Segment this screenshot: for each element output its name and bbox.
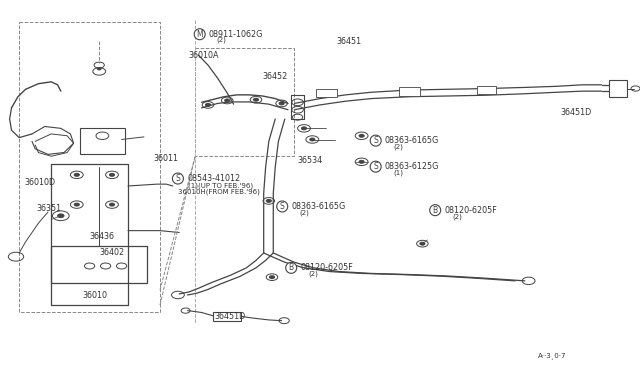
Text: 36010A: 36010A [189, 51, 220, 60]
Text: 36010: 36010 [82, 291, 108, 300]
Circle shape [253, 98, 259, 101]
Text: B: B [289, 263, 294, 272]
FancyBboxPatch shape [213, 312, 241, 321]
Text: 36011: 36011 [154, 154, 179, 163]
Text: 08911-1062G: 08911-1062G [209, 30, 263, 39]
Text: 36010D: 36010D [24, 178, 56, 187]
FancyBboxPatch shape [477, 86, 496, 94]
FancyBboxPatch shape [316, 89, 337, 97]
Text: 08363-6125G: 08363-6125G [385, 162, 439, 171]
Text: 36351: 36351 [36, 204, 61, 213]
Circle shape [279, 102, 284, 105]
Text: 08120-6205F: 08120-6205F [300, 263, 353, 272]
Text: 08543-41012: 08543-41012 [188, 174, 241, 183]
Text: S: S [280, 202, 285, 211]
Circle shape [74, 173, 79, 176]
Text: (2): (2) [216, 37, 226, 44]
Circle shape [109, 173, 115, 176]
Text: 08120-6205F: 08120-6205F [444, 206, 497, 215]
Text: 36010H(FROM FEB.'96): 36010H(FROM FEB.'96) [178, 189, 260, 195]
Circle shape [74, 203, 79, 206]
Text: 36451D: 36451D [561, 108, 592, 117]
Text: S: S [373, 136, 378, 145]
Circle shape [205, 103, 211, 106]
Circle shape [58, 214, 64, 218]
Text: (1)(UP TO FEB.'96): (1)(UP TO FEB.'96) [188, 182, 253, 189]
Text: 36402: 36402 [99, 248, 124, 257]
Text: (2): (2) [300, 209, 309, 216]
Circle shape [301, 127, 307, 130]
Circle shape [109, 203, 115, 206]
Text: B: B [433, 206, 438, 215]
Circle shape [310, 138, 315, 141]
Circle shape [97, 68, 101, 70]
Circle shape [225, 99, 230, 102]
Circle shape [266, 199, 271, 202]
Text: 36436: 36436 [90, 232, 115, 241]
Text: A··3¸0·7: A··3¸0·7 [538, 352, 566, 359]
Circle shape [359, 160, 364, 163]
Circle shape [269, 276, 275, 279]
Text: 36534: 36534 [298, 156, 323, 165]
Text: 36451: 36451 [336, 37, 361, 46]
Text: 08363-6165G: 08363-6165G [291, 202, 346, 211]
Text: 36452: 36452 [262, 72, 287, 81]
Text: (2): (2) [393, 144, 403, 150]
Text: 08363-6165G: 08363-6165G [385, 136, 439, 145]
Text: (2): (2) [308, 271, 318, 278]
Text: M: M [196, 30, 203, 39]
Text: S: S [175, 174, 180, 183]
FancyBboxPatch shape [80, 128, 125, 154]
Text: (1): (1) [393, 170, 403, 176]
FancyBboxPatch shape [399, 87, 420, 96]
Circle shape [420, 242, 425, 245]
Text: (2): (2) [452, 213, 462, 220]
Circle shape [359, 134, 364, 137]
FancyBboxPatch shape [609, 80, 627, 97]
Text: S: S [373, 162, 378, 171]
Text: 36451D: 36451D [214, 312, 246, 321]
